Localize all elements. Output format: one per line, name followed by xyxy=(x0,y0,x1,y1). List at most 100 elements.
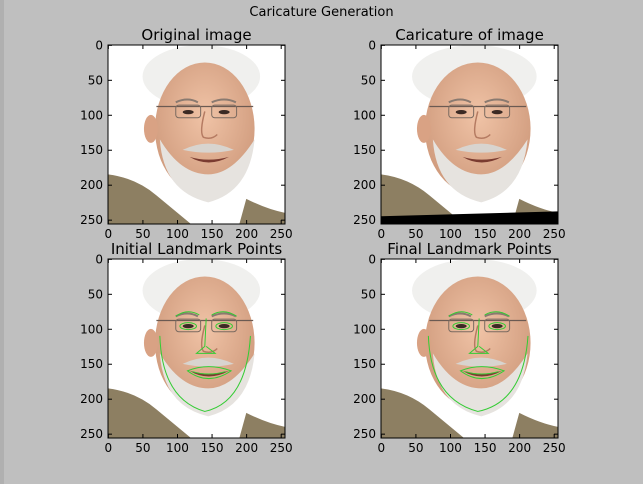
mustache xyxy=(182,357,234,367)
landmark-overlay xyxy=(427,311,529,412)
right-eye xyxy=(491,110,503,115)
right-eyebrow xyxy=(211,98,237,104)
x-tick-label: 0 xyxy=(378,227,386,241)
x-tick-label: 250 xyxy=(543,441,566,455)
window-left-edge xyxy=(0,0,4,484)
ear xyxy=(416,328,431,357)
x-tick-label: 50 xyxy=(135,227,150,241)
y-tick-label: 250 xyxy=(353,213,376,227)
left-brow-landmarks xyxy=(175,311,200,317)
y-tick-label: 200 xyxy=(353,392,376,406)
y-tick-label: 100 xyxy=(353,108,376,122)
y-tick-label: 150 xyxy=(353,357,376,371)
x-tick-label: 50 xyxy=(408,441,423,455)
left-eye xyxy=(455,110,467,115)
x-tick-label: 0 xyxy=(378,441,386,455)
glasses-left-lens xyxy=(175,104,202,119)
right-eye xyxy=(491,324,503,329)
beard xyxy=(432,353,528,417)
left-eyebrow xyxy=(448,98,472,104)
inner-lip-landmarks xyxy=(192,371,226,375)
ear xyxy=(416,114,431,143)
jacket-left xyxy=(381,388,464,438)
x-tick-label: 50 xyxy=(135,441,150,455)
right-eye-landmarks xyxy=(215,322,233,331)
figure-title: Caricature Generation xyxy=(249,5,394,20)
x-tick-label: 100 xyxy=(166,441,189,455)
face xyxy=(425,62,531,196)
x-tick-label: 250 xyxy=(270,227,293,241)
glasses-right-lens xyxy=(484,318,511,333)
y-tick-label: 50 xyxy=(88,287,103,301)
axes-frame-caricature xyxy=(380,44,559,225)
right-eye-landmarks xyxy=(488,322,506,331)
y-tick-label: 50 xyxy=(361,287,376,301)
landmark-overlay xyxy=(159,311,251,412)
right-eyebrow xyxy=(211,312,237,318)
jacket-left xyxy=(381,174,464,224)
panel-title-original: Original image xyxy=(141,26,252,44)
x-tick-label: 200 xyxy=(235,441,258,455)
mustache xyxy=(455,357,507,367)
y-tick-label: 0 xyxy=(95,38,103,52)
panel-image-original xyxy=(108,45,285,224)
glasses-left-lens xyxy=(175,318,202,333)
y-tick-label: 200 xyxy=(80,392,103,406)
x-tick-label: 150 xyxy=(201,441,224,455)
face xyxy=(155,62,255,196)
x-tick-label: 250 xyxy=(543,227,566,241)
y-tick-label: 250 xyxy=(80,213,103,227)
jacket-right xyxy=(239,198,285,224)
nose xyxy=(200,111,218,139)
left-eye-landmarks xyxy=(452,322,470,331)
glasses-left-lens xyxy=(448,104,475,119)
jacket-right xyxy=(239,412,285,438)
glasses-right-lens xyxy=(484,104,511,119)
left-eye xyxy=(182,324,194,329)
mustache xyxy=(182,143,234,153)
glasses-right-lens xyxy=(211,318,238,333)
axes-frame-final-landmarks xyxy=(380,258,559,439)
x-tick-label: 150 xyxy=(474,227,497,241)
y-tick-label: 100 xyxy=(353,322,376,336)
right-brow-landmarks xyxy=(484,311,510,317)
jacket-right xyxy=(512,412,558,438)
y-tick-label: 150 xyxy=(80,143,103,157)
right-brow-landmarks xyxy=(211,311,237,317)
axes-frame-initial-landmarks xyxy=(107,258,286,439)
right-eyebrow xyxy=(484,98,510,104)
jacket-left xyxy=(108,174,191,224)
panel-title-caricature: Caricature of image xyxy=(395,26,544,44)
y-tick-label: 150 xyxy=(353,143,376,157)
warp-border xyxy=(381,211,558,224)
jaw-line xyxy=(427,335,529,412)
panel-title-initial-landmarks: Initial Landmark Points xyxy=(110,240,283,258)
nose-landmarks xyxy=(195,318,217,354)
right-eyebrow xyxy=(484,312,510,318)
y-tick-label: 100 xyxy=(80,322,103,336)
x-tick-label: 100 xyxy=(166,227,189,241)
y-tick-label: 0 xyxy=(95,252,103,266)
panel-title-final-landmarks: Final Landmark Points xyxy=(387,240,552,258)
glasses-right-lens xyxy=(211,104,238,119)
x-tick-label: 200 xyxy=(508,441,531,455)
ear xyxy=(143,328,158,357)
left-eye-landmarks xyxy=(179,322,197,331)
right-eye xyxy=(218,324,230,329)
jacket-left xyxy=(108,388,191,438)
x-tick-label: 200 xyxy=(235,227,258,241)
nose-landmarks xyxy=(468,318,490,354)
panel-image-final-landmarks xyxy=(381,259,558,438)
glasses-left-lens xyxy=(448,318,475,333)
x-tick-label: 100 xyxy=(439,441,462,455)
x-tick-label: 50 xyxy=(408,227,423,241)
y-tick-label: 50 xyxy=(88,73,103,87)
left-eye xyxy=(182,110,194,115)
y-tick-label: 0 xyxy=(368,38,376,52)
outer-lip-landmarks xyxy=(186,366,233,380)
y-tick-label: 50 xyxy=(361,73,376,87)
inner-lip-landmarks xyxy=(465,371,499,375)
y-tick-label: 250 xyxy=(353,427,376,441)
